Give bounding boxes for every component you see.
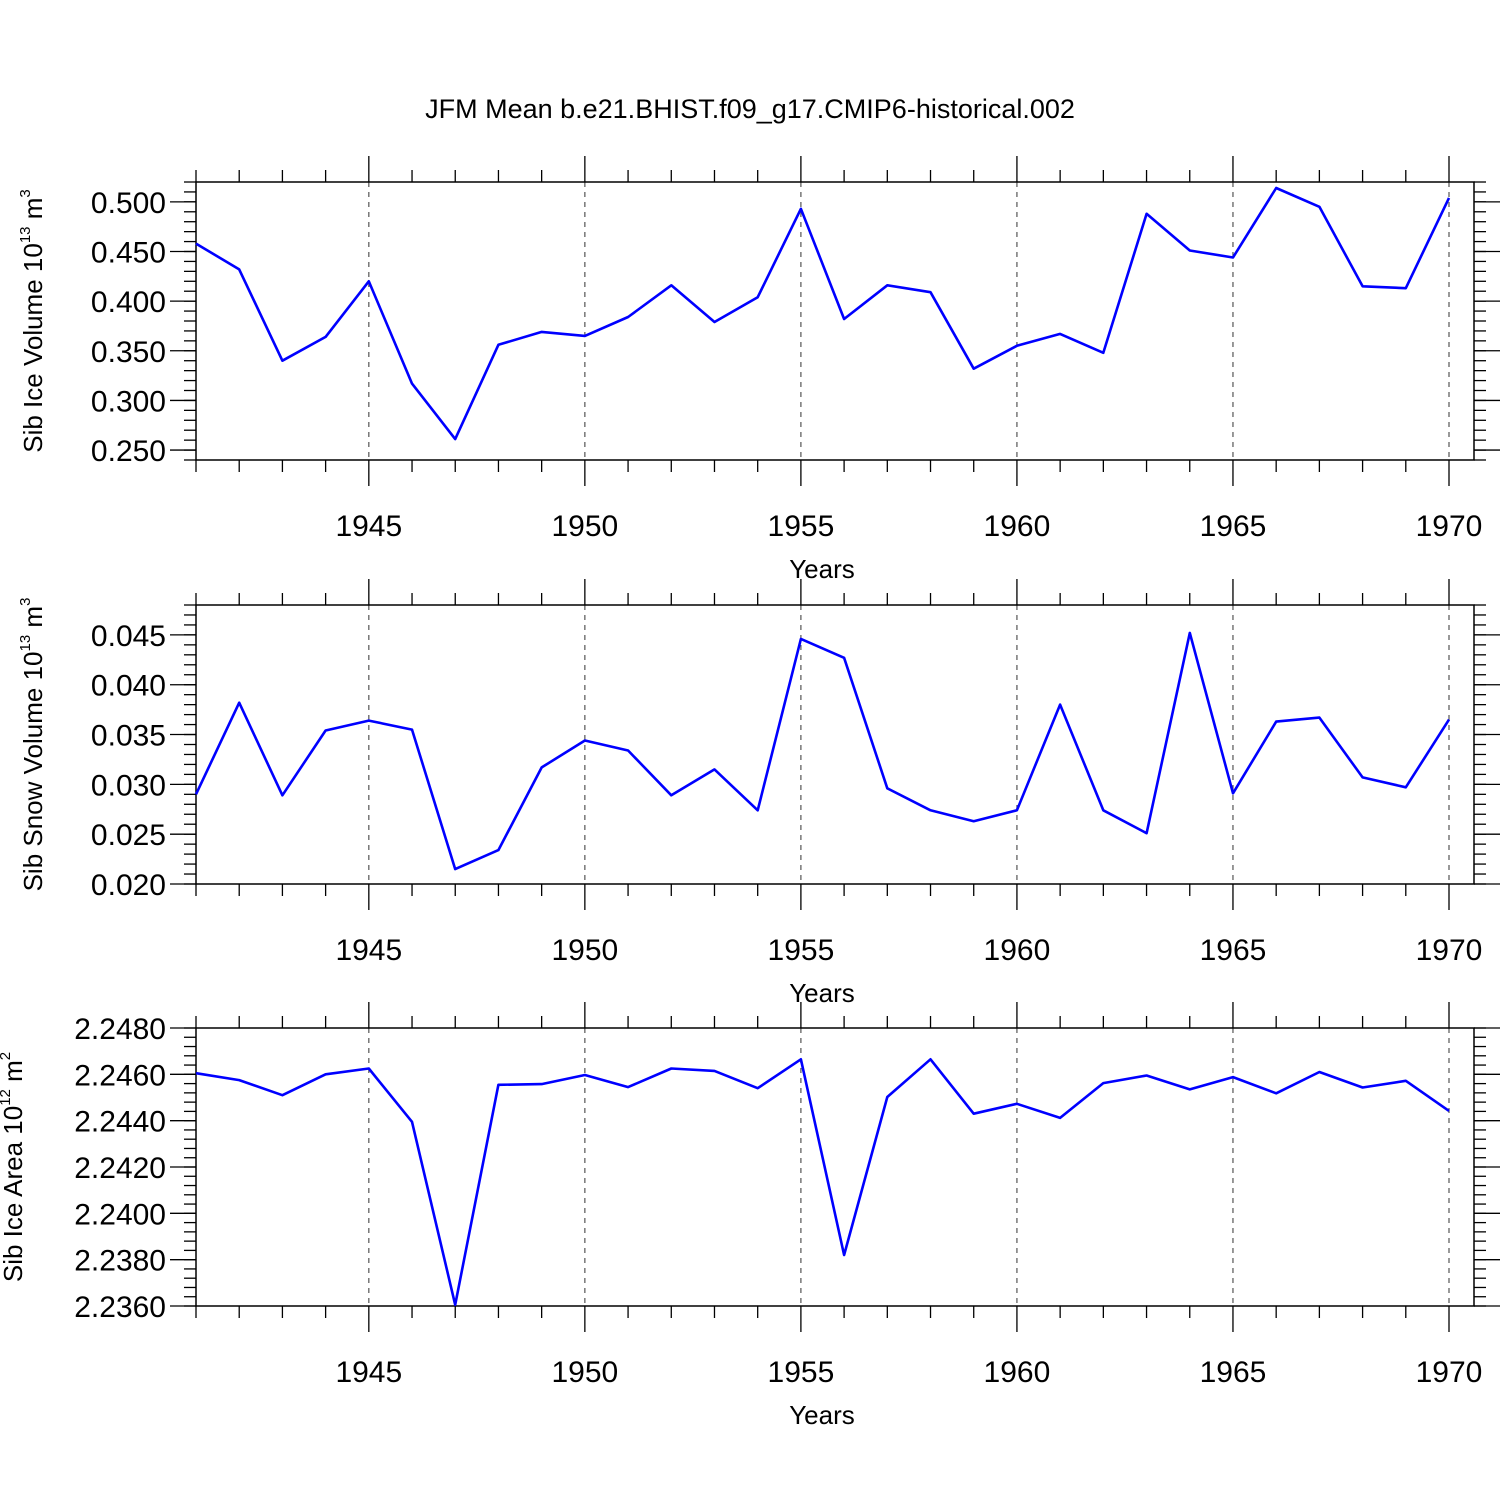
x-tick-label: 1950 (551, 934, 618, 967)
x-tick-label: 1960 (984, 510, 1051, 543)
y-tick-label: 0.030 (91, 769, 166, 802)
y-tick-label: 2.2420 (74, 1152, 166, 1185)
plot-frame (195, 1027, 1475, 1307)
panel-2: 0.020 0.025 0.030 0.035 0.040 0.045 1945 1950 19… (17, 579, 1500, 1008)
x-tick-label: 1950 (551, 510, 618, 543)
y-tick-label: 0.020 (91, 869, 166, 902)
panel-1: 0.250 0.300 0.350 0.400 0.450 0.500 1945 1950 19… (17, 156, 1500, 584)
x-tick-label: 1955 (768, 934, 835, 967)
x-tick-label: 1945 (335, 1356, 402, 1389)
chart-panels: 0.250 0.300 0.350 0.400 0.450 0.500 1945 1950 19… (0, 156, 1500, 1430)
x-tick-label: 1970 (1416, 1356, 1483, 1389)
y-tick-label: 0.350 (91, 336, 166, 369)
y-tick-label: 0.045 (91, 620, 166, 653)
y-tick-label: 0.450 (91, 237, 166, 270)
panel-3: 2.2360 2.2380 2.2400 2.2420 2.2440 2.2460 2.24… (0, 1002, 1500, 1430)
series-line (195, 186, 1451, 441)
y-axis-label: Sib Ice Area 1012 m2 (0, 1052, 28, 1282)
y-tick-label: 0.040 (91, 670, 166, 703)
y-tick-label: 2.2480 (74, 1013, 166, 1046)
x-tick-label: 1945 (335, 510, 402, 543)
series-line (194, 631, 1451, 871)
y-tick-label: 0.250 (91, 435, 166, 468)
y-tick-label: 2.2380 (74, 1245, 166, 1278)
x-tick-label: 1965 (1200, 1356, 1267, 1389)
y-axis-label: Sib Ice Volume 1013 m3 (17, 189, 48, 453)
series-line (195, 1058, 1450, 1307)
x-tick-label: 1970 (1416, 934, 1483, 967)
y-tick-label: 2.2460 (74, 1059, 166, 1092)
x-tick-label: 1955 (768, 510, 835, 543)
y-tick-label: 0.035 (91, 720, 166, 753)
x-tick-label: 1965 (1200, 510, 1267, 543)
x-tick-label: 1950 (551, 1356, 618, 1389)
y-tick-label: 0.300 (91, 385, 166, 418)
plot-frame (195, 181, 1475, 461)
x-axis-label: Years (789, 1400, 855, 1430)
y-tick-label: 2.2440 (74, 1106, 166, 1139)
y-tick-label: 2.2400 (74, 1198, 166, 1231)
x-axis-label: Years (789, 554, 855, 584)
y-axis-label: Sib Snow Volume 1013 m3 (17, 598, 48, 892)
y-tick-label: 0.025 (91, 819, 166, 852)
y-tick-label: 0.500 (91, 187, 166, 220)
x-tick-label: 1960 (984, 1356, 1051, 1389)
x-tick-label: 1955 (768, 1356, 835, 1389)
x-axis-label: Years (789, 978, 855, 1008)
x-tick-label: 1960 (984, 934, 1051, 967)
x-tick-label: 1965 (1200, 934, 1267, 967)
y-tick-label: 0.400 (91, 286, 166, 319)
x-tick-label: 1970 (1416, 510, 1483, 543)
x-tick-label: 1945 (335, 934, 402, 967)
plot-frame (195, 604, 1475, 885)
chart-title: JFM Mean b.e21.BHIST.f09_g17.CMIP6-histo… (425, 94, 1075, 124)
y-tick-label: 2.2360 (74, 1291, 166, 1324)
